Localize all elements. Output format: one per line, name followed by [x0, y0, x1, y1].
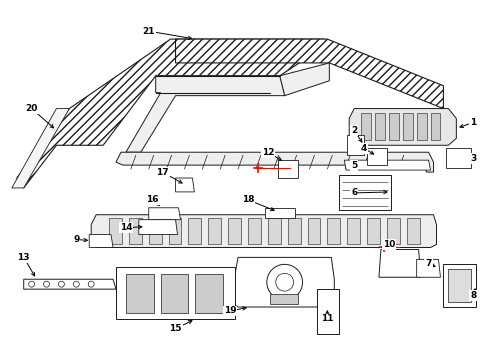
Text: 12: 12 [261, 148, 273, 157]
Polygon shape [406, 218, 419, 243]
Polygon shape [139, 220, 177, 235]
Polygon shape [366, 218, 379, 243]
Polygon shape [348, 109, 455, 145]
Text: 19: 19 [224, 306, 236, 315]
Polygon shape [129, 218, 142, 243]
Polygon shape [443, 264, 475, 307]
Text: 20: 20 [25, 104, 38, 113]
Polygon shape [161, 274, 188, 313]
Polygon shape [344, 160, 429, 170]
Text: 11: 11 [321, 314, 333, 323]
Text: 2: 2 [350, 126, 357, 135]
Polygon shape [109, 218, 122, 243]
Text: 7: 7 [425, 259, 431, 268]
Polygon shape [116, 152, 433, 172]
Text: 16: 16 [146, 195, 159, 204]
Text: 10: 10 [382, 240, 394, 249]
Polygon shape [89, 235, 113, 247]
Polygon shape [346, 135, 364, 155]
Polygon shape [447, 269, 470, 302]
Polygon shape [247, 218, 260, 243]
Polygon shape [175, 39, 443, 109]
Polygon shape [208, 218, 221, 243]
Polygon shape [91, 215, 436, 247]
Polygon shape [234, 257, 334, 307]
Polygon shape [24, 279, 116, 289]
Text: 13: 13 [18, 253, 30, 262]
Polygon shape [317, 289, 339, 334]
Polygon shape [148, 218, 162, 243]
Text: 6: 6 [350, 188, 357, 197]
Polygon shape [126, 274, 153, 313]
Text: 5: 5 [350, 161, 357, 170]
Polygon shape [126, 63, 328, 152]
Polygon shape [388, 113, 398, 140]
Polygon shape [168, 218, 181, 243]
Polygon shape [116, 267, 235, 319]
Text: 21: 21 [142, 27, 155, 36]
Polygon shape [287, 218, 300, 243]
Polygon shape [346, 218, 359, 243]
Text: 4: 4 [360, 144, 366, 153]
Bar [269, 294, 297, 304]
Polygon shape [188, 218, 201, 243]
Text: 8: 8 [469, 291, 475, 300]
Text: 18: 18 [241, 195, 254, 204]
Polygon shape [374, 113, 384, 140]
Polygon shape [416, 260, 440, 277]
Polygon shape [148, 208, 180, 220]
Polygon shape [416, 113, 426, 140]
Text: 14: 14 [120, 223, 132, 232]
Polygon shape [264, 208, 294, 218]
Polygon shape [402, 113, 412, 140]
Text: 1: 1 [469, 118, 475, 127]
Polygon shape [307, 218, 320, 243]
Text: 9: 9 [73, 235, 80, 244]
Polygon shape [277, 160, 297, 178]
Polygon shape [195, 274, 223, 313]
Text: 3: 3 [469, 154, 475, 163]
Polygon shape [366, 148, 386, 165]
Polygon shape [12, 109, 69, 188]
Polygon shape [17, 39, 328, 188]
Polygon shape [386, 218, 399, 243]
Text: 17: 17 [156, 167, 168, 176]
Polygon shape [360, 113, 370, 140]
Polygon shape [175, 178, 194, 192]
Polygon shape [446, 148, 470, 168]
Polygon shape [267, 218, 280, 243]
Polygon shape [429, 113, 440, 140]
Polygon shape [378, 249, 420, 277]
Text: 15: 15 [169, 324, 182, 333]
Polygon shape [326, 218, 340, 243]
Polygon shape [339, 175, 390, 210]
Polygon shape [228, 218, 241, 243]
